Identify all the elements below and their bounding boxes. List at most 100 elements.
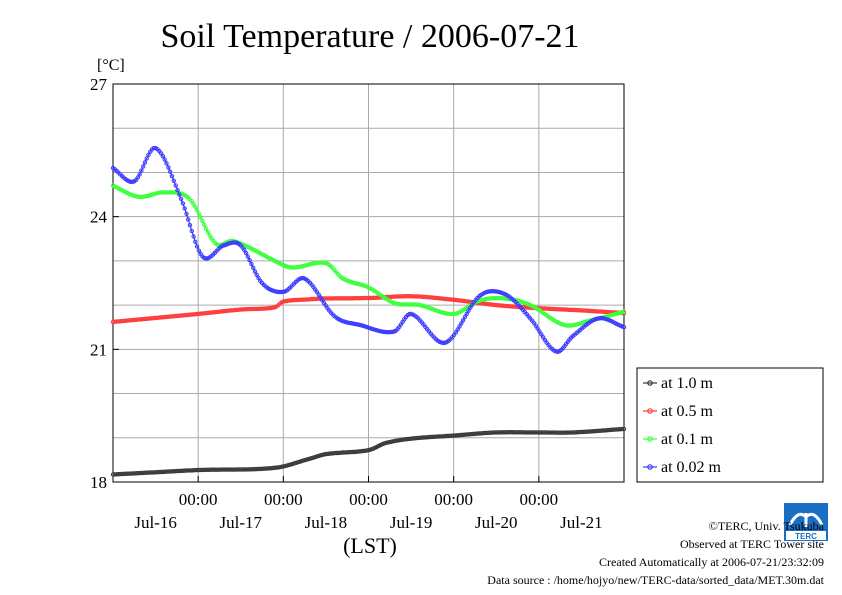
data-point	[200, 218, 205, 224]
legend-label: at 0.02 m	[661, 459, 722, 476]
data-point	[601, 316, 607, 321]
data-point	[459, 321, 464, 326]
legend-box	[636, 367, 824, 483]
y-tick-label: 27	[90, 75, 108, 94]
x-date-label: Jul-17	[220, 513, 263, 532]
data-point	[142, 160, 148, 165]
data-point	[245, 254, 251, 259]
data-point	[191, 201, 196, 206]
series-at-1-0-m	[110, 426, 627, 477]
y-unit-label: [°C]	[97, 57, 125, 74]
data-point	[251, 265, 256, 270]
x-axis-label: (LST)	[343, 533, 397, 558]
x-tick-time-label: 00:00	[519, 490, 558, 509]
chart-title: Soil Temperature / 2006-07-21	[160, 18, 579, 55]
y-axis: 18 21 24 27	[90, 75, 119, 492]
data-point	[164, 161, 169, 166]
legend-swatch-marker	[647, 436, 653, 442]
data-point	[462, 314, 468, 320]
legend-swatch-marker	[647, 464, 653, 470]
data-point	[189, 228, 195, 234]
footer-observed: Observed at TERC Tower site	[679, 537, 824, 551]
x-tick-time-label: 00:00	[179, 490, 218, 509]
data-point	[169, 174, 175, 179]
legend-label: at 0.1 m	[661, 431, 714, 448]
data-point	[192, 204, 198, 209]
data-point	[455, 327, 460, 332]
data-point	[573, 322, 578, 327]
data-point	[621, 309, 627, 314]
data-point	[146, 152, 151, 158]
x-tick-time-label: 00:00	[349, 490, 388, 509]
data-point	[178, 196, 184, 202]
footer-created: Created Automatically at 2006-07-21/23:3…	[599, 555, 824, 569]
data-point	[460, 318, 466, 323]
series-group	[110, 145, 627, 477]
x-date-label: Jul-18	[305, 513, 348, 532]
data-point	[160, 154, 166, 159]
data-point	[141, 164, 146, 169]
data-point	[202, 222, 207, 228]
x-tick-time-label: 00:00	[264, 490, 303, 509]
series-at-0-02-m	[110, 145, 627, 354]
x-date-label: Jul-21	[560, 513, 603, 532]
data-point	[205, 230, 211, 235]
data-point	[149, 192, 154, 198]
legend-swatch-marker	[647, 380, 653, 386]
logo-text: TERC	[795, 532, 817, 541]
data-point	[168, 169, 173, 174]
data-point	[247, 258, 252, 263]
data-point	[196, 211, 202, 216]
y-tick-label: 21	[90, 340, 107, 359]
y-tick-label: 24	[90, 208, 108, 227]
data-point	[464, 311, 469, 317]
y-tick-label: 18	[90, 473, 107, 492]
legend-label: at 1.0 m	[661, 375, 714, 392]
data-point	[252, 269, 258, 274]
data-point	[621, 426, 627, 432]
data-point	[184, 211, 189, 217]
legend-swatch-marker	[647, 408, 653, 414]
data-point	[175, 187, 180, 193]
data-point	[177, 192, 182, 197]
footer-copyright: ©TERC, Univ. Tsukuba	[708, 519, 824, 533]
data-point	[194, 207, 200, 213]
data-point	[193, 239, 198, 245]
x-tick-time-label: 00:00	[434, 490, 473, 509]
legend: at 1.0 m at 0.5 m at 0.1 m at 0.02 m	[636, 367, 824, 483]
data-point	[198, 215, 203, 220]
data-point	[537, 329, 542, 334]
x-date-label: Jul-19	[390, 513, 433, 532]
data-point	[254, 272, 259, 277]
data-point	[162, 157, 167, 162]
data-point	[621, 325, 627, 330]
x-date-label: Jul-16	[134, 513, 177, 532]
terc-logo-icon: TERC	[784, 503, 828, 541]
data-point	[186, 217, 191, 222]
data-point	[135, 175, 141, 180]
data-point	[196, 248, 202, 253]
data-point	[144, 156, 149, 161]
terc-logo: TERC	[784, 503, 828, 541]
data-point	[249, 261, 254, 267]
data-point	[457, 324, 462, 329]
data-point	[281, 289, 286, 294]
data-point	[207, 233, 212, 238]
x-date-label: Jul-20	[475, 513, 518, 532]
data-point	[173, 183, 178, 188]
grid-lines	[113, 84, 624, 482]
data-point	[620, 426, 625, 432]
data-point	[180, 201, 186, 206]
data-point	[187, 223, 193, 228]
data-point	[182, 206, 187, 211]
legend-label: at 0.5 m	[661, 403, 714, 420]
data-point	[171, 178, 177, 184]
data-point	[166, 165, 171, 170]
series-at-0-1-m	[110, 183, 627, 328]
data-point	[242, 247, 247, 253]
data-point	[203, 226, 209, 231]
data-point	[137, 172, 142, 177]
data-point	[243, 250, 249, 256]
